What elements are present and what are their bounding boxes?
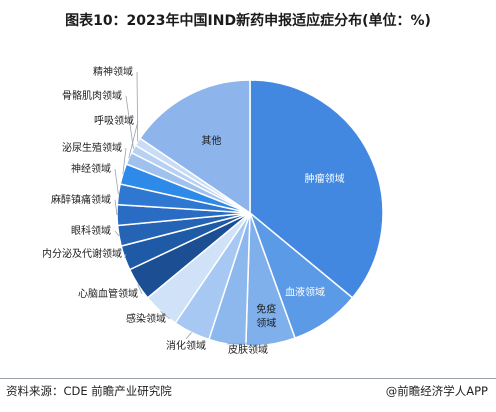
leader-line — [114, 168, 119, 195]
leader-lines — [114, 71, 249, 345]
slice-label: 骨骼肌肉领域 — [62, 89, 122, 102]
slice-label: 精神领域 — [93, 65, 133, 78]
leader-line — [124, 253, 127, 259]
slice-label: 眼科领域 — [71, 224, 111, 237]
leader-line — [160, 311, 171, 320]
leader-line — [227, 342, 249, 345]
pie-slice — [249, 79, 384, 299]
slice-label: 消化领域 — [166, 339, 206, 352]
brand-note: @前瞻经济学人APP — [385, 384, 488, 398]
leader-line — [137, 284, 143, 295]
leader-line — [125, 95, 134, 149]
leader-line — [185, 332, 192, 340]
pie-slice — [138, 79, 251, 215]
slice-label: 肿瘤领域 — [305, 172, 345, 185]
slice-label: 泌尿生殖领域 — [62, 141, 122, 154]
slice-label: 血液领域 — [285, 285, 325, 298]
slice-label: 感染领域 — [126, 312, 166, 325]
chart-title: 图表10：2023年中国IND新药申报适应症分布(单位：%) — [65, 13, 431, 29]
leader-line — [122, 147, 127, 174]
slice-label: 心脑血管领域 — [78, 287, 138, 300]
pie-slices — [116, 79, 384, 347]
leader-line — [128, 120, 139, 159]
leader-line — [136, 71, 139, 142]
source-note: 资料来源：CDE 前瞻产业研究院 — [6, 384, 172, 398]
slice-label: 神经领域 — [71, 162, 111, 175]
leader-line — [114, 230, 120, 237]
slice-label: 其他 — [201, 134, 221, 147]
slice-label: 内分泌及代谢领域 — [42, 247, 122, 260]
leader-line — [114, 199, 118, 216]
footer-divider — [0, 378, 496, 379]
slice-label: 麻醉镇痛领域 — [51, 193, 111, 206]
slice-label: 皮肤领域 — [228, 343, 268, 356]
slice-label: 免疫领域 — [256, 302, 276, 329]
slice-label: 呼吸领域 — [94, 114, 134, 127]
